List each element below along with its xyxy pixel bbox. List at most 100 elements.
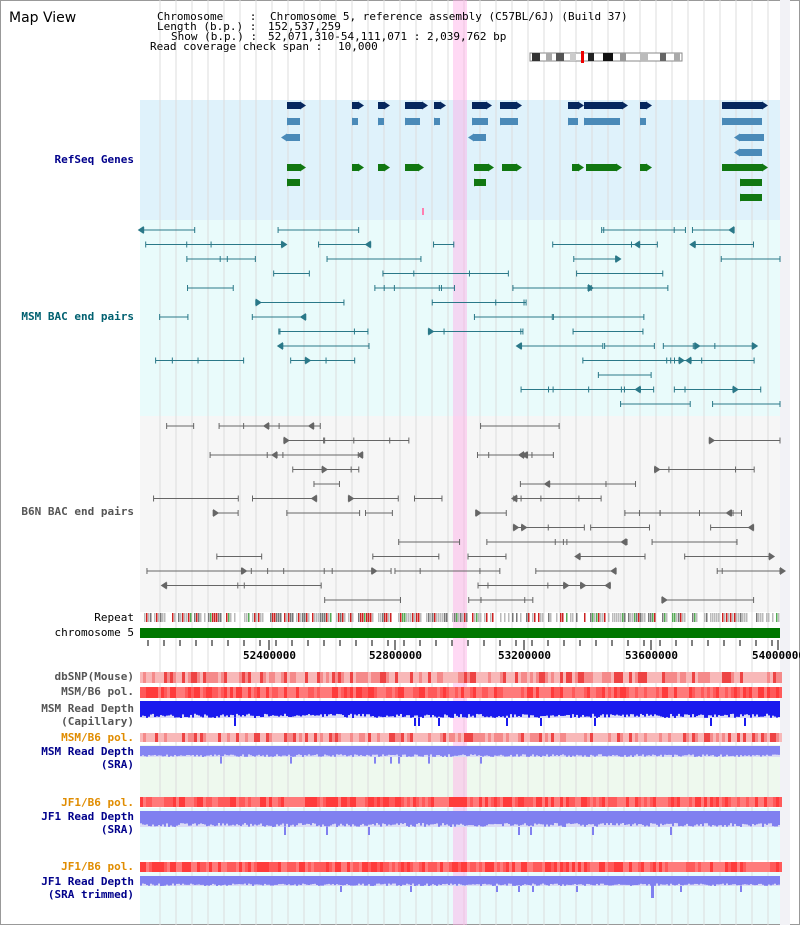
repeat-mark [372,613,374,622]
page-title: Map View [9,10,77,26]
jf1-depth-trim [444,884,446,886]
jf1-depth-sra [350,811,352,827]
refseq-track-label[interactable]: RefSeq Genes [54,153,134,166]
jf1-depth-trim [690,876,692,886]
jf1-depth-sra [364,811,366,827]
jf1-depth-sra [720,811,722,827]
msm-depth-capillary [170,714,172,718]
msm-depth-sra [234,746,236,757]
msm-depth-capillary [176,701,178,718]
jf1-depth-sra [706,811,708,827]
msm-depth-capillary [248,701,250,718]
jf1-depth-sra [468,825,470,827]
jf1-b6-pol-2-heat [413,862,416,872]
jf1-depth-sra [186,811,188,827]
repeat-mark [300,613,302,622]
jf1-depth-trim [586,876,588,886]
msm-depth-sra [454,746,456,757]
b6n-bac-track-label[interactable]: B6N BAC end pairs [21,505,134,518]
msm-b6-pol-heat [449,687,452,698]
msm-depth-sra [772,746,774,757]
msm-depth-capillary [696,701,698,718]
msm-depth-sra [384,755,386,757]
msm-depth-capillary [756,714,758,718]
msm-depth-sra [288,754,290,757]
msm-depth-capillary [728,701,730,718]
msm-depth-sra [426,754,428,757]
msm-depth-capillary [540,716,542,718]
msm-depth-capillary [264,701,266,718]
jf1-b6-pol-2-heat [374,862,377,872]
jf1-depth-trim [294,876,296,886]
dbsnp-heat [563,672,566,683]
msm-depth-capillary [292,716,294,718]
msm-b6-pol-2-heat [509,733,512,742]
gene-feature [722,164,762,171]
msm-depth-sra [694,746,696,757]
msm-bac-track-label[interactable]: MSM BAC end pairs [21,310,134,323]
msm-depth-capillary [412,701,414,718]
jf1-depth-trim [376,883,378,886]
msm-depth-sra-label-1[interactable]: MSM Read Depth [41,745,134,758]
jf1-depth-sra [388,811,390,827]
jf1-depth-sra [278,811,280,827]
jf1-depth-sra-label-1[interactable]: JF1 Read Depth [41,810,134,823]
msm-depth-capillary [154,701,156,718]
msm-depth-capillary [258,715,260,718]
jf1-depth-sra [218,811,220,827]
jf1-b6-pol-2-track-label[interactable]: JF1/B6 pol. [61,860,134,873]
msm-depth-capillary [496,701,498,718]
dbsnp-heat [215,672,218,683]
msm-b6-pol-heat [545,687,548,698]
repeat-mark [430,613,432,622]
msm-depth-capillary [432,701,434,718]
msm-b6-pol-track-label[interactable]: MSM/B6 pol. [61,685,134,698]
msm-b6-pol-2-track-label[interactable]: MSM/B6 pol. [61,731,134,744]
jf1-b6-pol-heat [488,797,491,807]
dbsnp-track-label[interactable]: dbSNP(Mouse) [54,670,134,683]
jf1-b6-pol-2-heat [239,862,242,872]
msm-depth-capillary-label-1[interactable]: MSM Read Depth [41,702,134,715]
jf1-depth-sra [592,811,594,835]
jf1-depth-trim-label-1[interactable]: JF1 Read Depth [41,875,134,888]
jf1-b6-pol-heat [470,797,473,807]
msm-depth-capillary [532,701,534,718]
jf1-b6-pol-2-heat [191,862,194,872]
jf1-b6-pol-heat [623,797,626,807]
msm-depth-sra [578,746,580,757]
jf1-depth-trim [156,876,158,886]
repeat-mark [624,613,626,622]
repeat-track-label[interactable]: Repeat [94,611,134,624]
jf1-depth-sra [688,811,690,827]
repeat-mark [162,613,164,622]
feature-arrow [588,284,595,292]
msm-depth-sra [194,746,196,757]
jf1-depth-sra [288,811,290,827]
jf1-depth-sra [510,811,512,827]
msm-depth-capillary [316,701,318,718]
jf1-depth-trim [692,884,694,886]
jf1-depth-sra [236,811,238,827]
msm-depth-sra [180,746,182,757]
jf1-b6-pol-heat [569,797,572,807]
feature-arrow [752,342,759,350]
msm-depth-sra [210,754,212,757]
jf1-depth-sra [306,811,308,827]
jf1-b6-pol-2-heat [236,862,239,872]
jf1-depth-sra [656,811,658,827]
msm-depth-capillary [522,714,524,718]
jf1-b6-pol-2-heat [491,862,494,872]
jf1-depth-sra [762,811,764,827]
jf1-depth-trim [176,883,178,886]
msm-depth-sra [282,755,284,757]
jf1-depth-trim [768,876,770,886]
msm-b6-pol-2-heat [704,733,707,742]
msm-b6-pol-heat [422,687,425,698]
jf1-b6-pol-heat [161,797,164,807]
jf1-depth-trim [262,876,264,886]
gene-feature [472,118,488,125]
jf1-b6-pol-track-label[interactable]: JF1/B6 pol. [61,796,134,809]
msm-depth-capillary [222,701,224,718]
repeat-mark [360,613,362,622]
msm-depth-capillary [598,716,600,718]
